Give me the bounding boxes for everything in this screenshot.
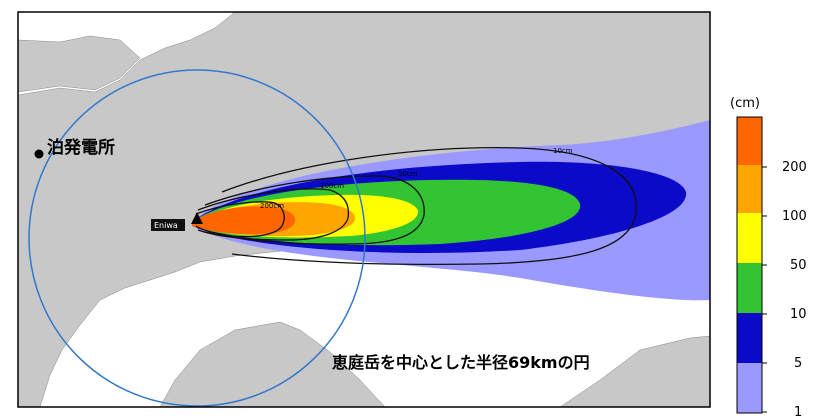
contour-label-10cm: 10cm [553, 147, 573, 155]
legend-tick-label: 50 [790, 258, 807, 273]
map-frame [17, 11, 711, 408]
contour-line-50cm [204, 175, 425, 245]
contour-line-10cm [221, 147, 637, 266]
contour-line-100cm [197, 188, 350, 241]
legend-tick-label: 200 [782, 160, 807, 175]
legend-band-5-10 [737, 313, 762, 363]
legend-unit: (cm) [730, 96, 760, 111]
legend-tick-label: 5 [794, 356, 802, 371]
plant-marker-icon [34, 149, 44, 159]
legend-ticks [762, 166, 767, 413]
legend-tick-label: 1 [794, 405, 802, 418]
volcano-label: Eniwa [154, 221, 178, 230]
contour-label-100cm: 100cm [320, 182, 344, 190]
legend-tick-label: 100 [782, 209, 807, 224]
legend-band-10-50 [737, 263, 762, 313]
volcano-triangle-icon [191, 212, 203, 224]
radius-circle [28, 69, 366, 407]
contour-label-200cm: 200cm [260, 202, 284, 210]
land-honshu [559, 335, 710, 407]
legend-band-200-plus [737, 117, 762, 165]
contour-line-200cm [195, 201, 285, 238]
legend-band-1-5 [737, 363, 762, 413]
circle-caption: 恵庭岳を中心とした半径69kmの円 [332, 353, 590, 372]
plant-label: 泊発電所 [47, 137, 115, 158]
legend-band-50-100 [737, 213, 762, 263]
legend-tick-label: 10 [790, 307, 807, 322]
land-southern-coast [159, 321, 386, 407]
legend-band-100-200 [737, 165, 762, 213]
contour-label-50cm: 50cm [398, 170, 418, 178]
land-peninsula-north [18, 35, 141, 93]
legend-colorbar [736, 116, 763, 414]
ash-band-200-plus [192, 206, 296, 235]
volcano-label-box [151, 219, 185, 231]
